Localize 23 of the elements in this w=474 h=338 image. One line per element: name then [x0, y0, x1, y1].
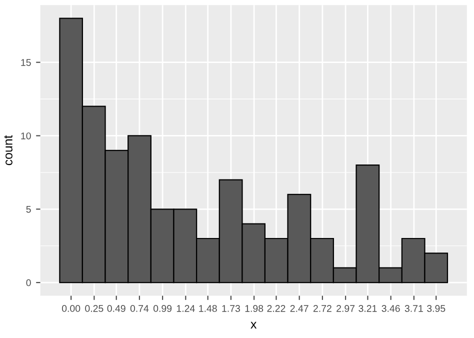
- x-tick-label: 0.99: [153, 305, 172, 312]
- x-tick-label: 0.25: [85, 305, 104, 312]
- x-tick-label: 0.00: [62, 305, 80, 312]
- x-tick-label: 0.49: [107, 305, 126, 312]
- x-tick-label: 2.22: [267, 305, 286, 312]
- y-tick-label: 10: [21, 132, 31, 140]
- x-tick-label: 3.71: [404, 305, 423, 312]
- x-tick-label: 1.73: [222, 305, 240, 312]
- x-tick-label: 0.74: [130, 305, 149, 312]
- y-tick-label: 15: [21, 59, 31, 66]
- y-tick-label: 5: [26, 206, 31, 213]
- x-axis-title: x: [250, 322, 257, 328]
- x-tick-label: 2.97: [336, 305, 355, 312]
- y-tick-label: 0: [26, 279, 31, 286]
- x-tick-label: 2.47: [290, 305, 308, 312]
- x-tick-label: 1.98: [245, 305, 264, 312]
- x-tick-label: 3.95: [427, 305, 446, 312]
- y-axis-title: count: [4, 135, 12, 166]
- x-tick-label: 1.48: [199, 305, 217, 312]
- x-tick-label: 1.24: [176, 305, 195, 312]
- x-tick-label: 2.72: [313, 305, 332, 312]
- x-tick-label: 3.46: [382, 305, 400, 312]
- x-tick-label: 3.21: [358, 305, 377, 312]
